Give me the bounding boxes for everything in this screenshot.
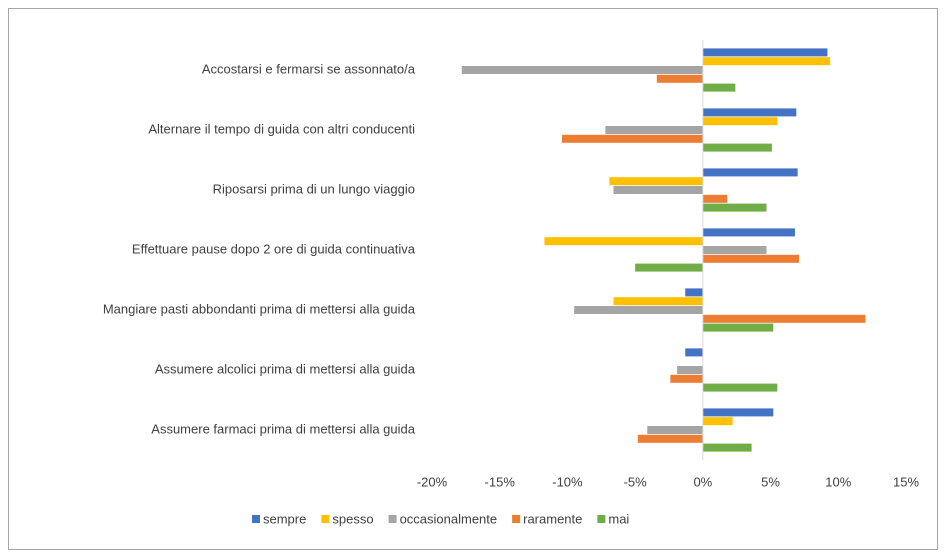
bar: [702, 323, 774, 332]
bar: [685, 288, 703, 297]
x-tick-label: -5%: [624, 474, 648, 489]
legend-label: mai: [608, 511, 629, 526]
bar: [461, 66, 703, 74]
bar: [702, 194, 728, 203]
category-label: Alternare il tempo di guida con altri co…: [148, 121, 415, 136]
bar: [635, 263, 703, 272]
bar: [685, 348, 703, 357]
x-tick-label: -15%: [485, 474, 516, 489]
legend-swatch: [321, 515, 330, 523]
x-tick-label: 5%: [761, 474, 780, 489]
bar: [702, 314, 866, 323]
bar: [574, 306, 703, 314]
legend-swatch: [252, 515, 260, 523]
bar: [613, 297, 703, 306]
bar: [613, 186, 703, 194]
legend-swatch: [388, 515, 397, 523]
bar: [702, 168, 798, 177]
legend-label: spesso: [332, 511, 373, 526]
x-tick-label: 0%: [693, 474, 712, 489]
category-label: Accostarsi e fermarsi se assonnato/a: [202, 61, 416, 76]
x-tick-label: -20%: [417, 474, 448, 489]
x-tick-label: 10%: [825, 474, 851, 489]
bar: [702, 108, 797, 117]
bar: [702, 143, 772, 152]
bar: [702, 417, 733, 426]
bar: [702, 246, 767, 254]
bar: [647, 426, 703, 434]
legend-label: sempre: [263, 511, 306, 526]
bar: [702, 83, 736, 92]
bar: [605, 126, 703, 134]
legend-swatch: [512, 515, 521, 523]
legend-label: raramente: [523, 511, 582, 526]
bar: [544, 237, 703, 246]
bar: [562, 134, 703, 143]
x-tick-label: -10%: [552, 474, 583, 489]
bar: [702, 254, 800, 263]
bar: [702, 383, 778, 392]
bar: [702, 443, 752, 452]
category-label: Assumere farmaci prima di mettersi alla …: [151, 421, 415, 436]
bar: [702, 228, 795, 237]
bar: [702, 203, 767, 212]
category-label: Riposarsi prima di un lungo viaggio: [213, 181, 415, 196]
bar: [702, 57, 831, 66]
legend-swatch: [597, 515, 606, 523]
bar: [702, 48, 828, 57]
category-label: Effettuare pause dopo 2 ore di guida con…: [132, 241, 416, 256]
bar: [702, 117, 778, 126]
bar: [637, 434, 703, 443]
bar: [609, 177, 703, 186]
legend-label: occasionalmente: [400, 511, 498, 526]
category-label: Mangiare pasti abbondanti prima di mette…: [103, 301, 416, 316]
bar: [656, 74, 703, 83]
bar: [702, 408, 774, 417]
category-label: Assumere alcolici prima di mettersi alla…: [155, 361, 416, 376]
bar: [670, 374, 703, 383]
bar: [677, 366, 703, 374]
chart-frame: [8, 8, 938, 550]
x-tick-label: 15%: [893, 474, 919, 489]
